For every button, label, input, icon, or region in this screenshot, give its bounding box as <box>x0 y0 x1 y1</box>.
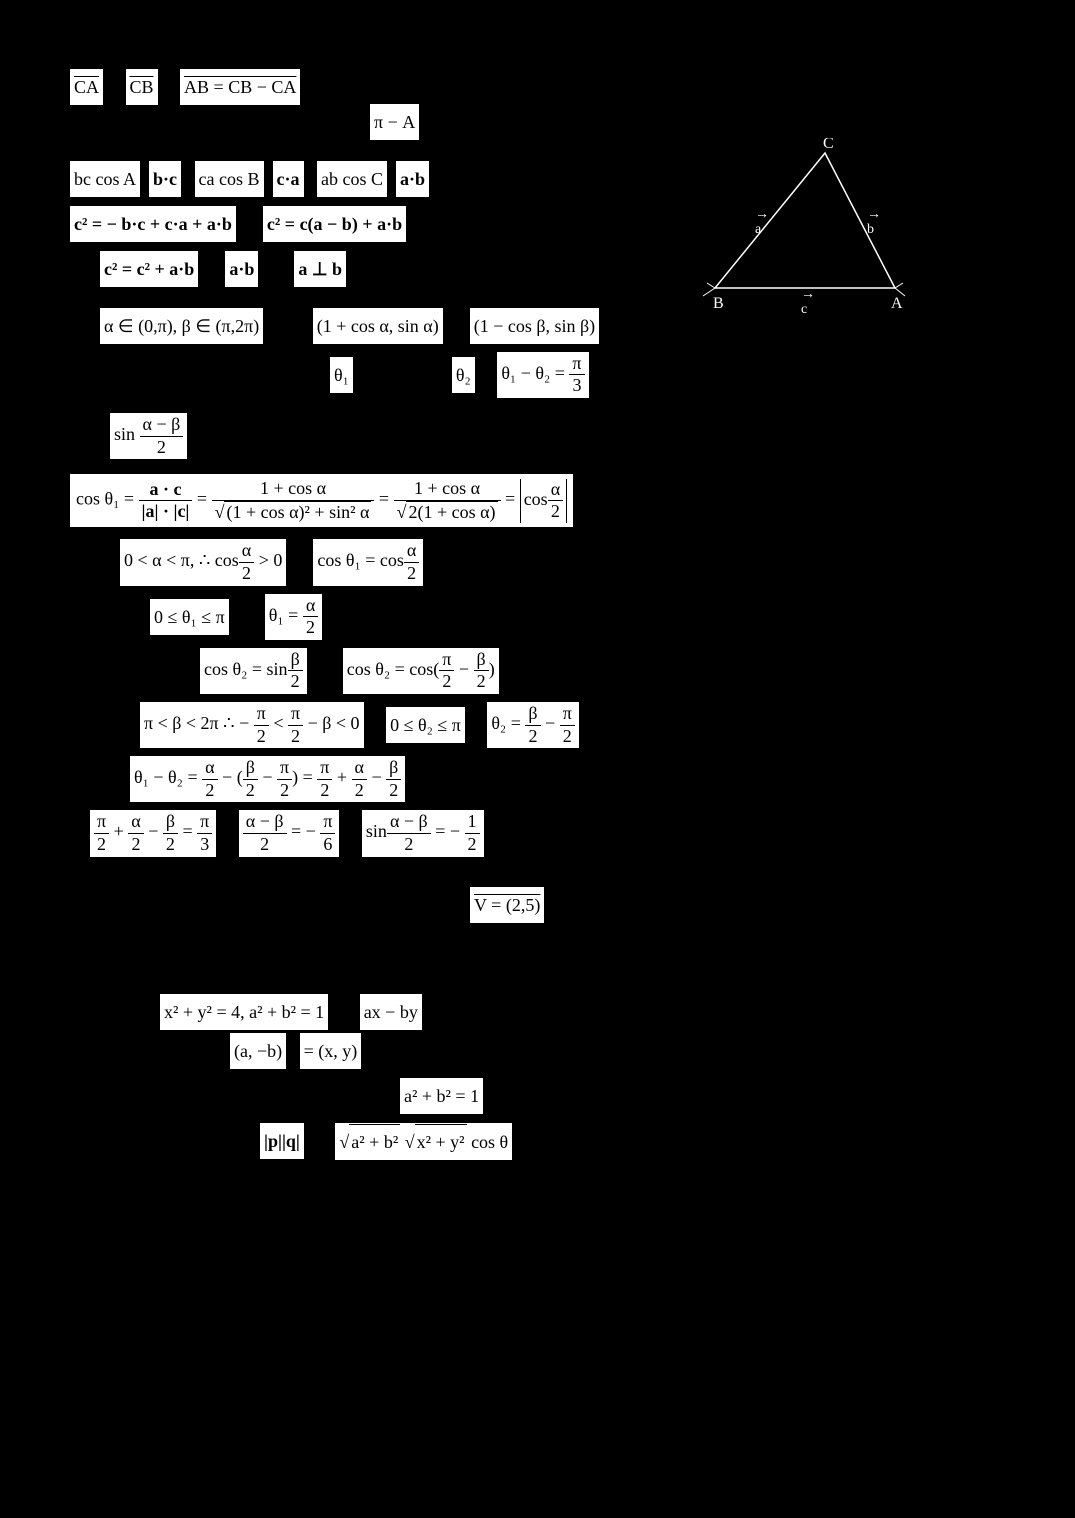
theta1-value: θ₁ = α2 <box>265 594 323 640</box>
row-7: sin α − β2 <box>110 413 1005 459</box>
svg-text:a: a <box>755 222 762 237</box>
row-1b: π − A <box>370 103 1005 140</box>
theta-diff: θ₁ − θ₂ = π3 <box>497 352 588 398</box>
svg-text:B: B <box>713 295 724 312</box>
norm-pq: |p||q| <box>260 1123 304 1159</box>
a2b2-1: a² + b² = 1 <box>400 1078 483 1114</box>
ab-point: (a, −b) <box>230 1033 286 1069</box>
row-14: π2 + α2 − β2 = π3 α − β2 = − π6 sinα − β… <box>90 810 1005 856</box>
c-dot-a: c·a <box>273 161 304 197</box>
svg-text:→: → <box>755 207 769 222</box>
row-big: cos θ₁ = a · c|a| · |c| = 1 + cos α√(1 +… <box>70 474 1005 527</box>
bccosA: bc cos A <box>70 161 140 197</box>
pi-minus-A: π − A <box>370 104 419 140</box>
row-18: a² + b² = 1 <box>400 1077 1005 1114</box>
svg-text:b: b <box>867 222 874 237</box>
ax-by: ax − by <box>360 994 422 1030</box>
row-9: 0 < α < π, ∴ cosα2 > 0 cos θ₁ = cosα2 <box>120 539 1005 585</box>
a-perp-b: a ⊥ b <box>294 251 346 287</box>
eq-xy: = (x, y) <box>300 1033 362 1069</box>
theta2-value: θ₂ = β2 − π2 <box>487 702 578 748</box>
theta1: θ₁ <box>330 357 353 393</box>
row-1: CA CB AB = CB − CA <box>70 68 1005 105</box>
c2-eq1: c² = − b·c + c·a + a·b <box>70 206 236 242</box>
row-13: θ₁ − θ₂ = α2 − (β2 − π2) = π2 + α2 − β2 <box>130 756 1005 802</box>
theta2: θ₂ <box>452 357 475 393</box>
b-dot-c: b·c <box>149 161 181 197</box>
row-12: π < β < 2π ∴ − π2 < π2 − β < 0 0 ≤ θ₂ ≤ … <box>140 702 1005 748</box>
row-11: cos θ₂ = sinβ2 cos θ₂ = cos(π2 − β2) <box>200 648 1005 694</box>
row-15: V = (2,5) <box>470 887 1005 924</box>
theta2-range: 0 ≤ θ₂ ≤ π <box>386 707 465 743</box>
svg-text:c: c <box>801 302 807 317</box>
vec-CB: CB <box>126 69 158 105</box>
theta1-range: 0 ≤ θ₁ ≤ π <box>150 599 229 635</box>
row-16: x² + y² = 4, a² + b² = 1 ax − by <box>160 993 1005 1030</box>
alphabeta-domain: α ∈ (0,π), β ∈ (π,2π) <box>100 308 263 344</box>
alpha-range: 0 < α < π, ∴ cosα2 > 0 <box>120 539 286 585</box>
cos-theta1-eq: cos θ₁ = cosα2 <box>313 539 423 585</box>
svg-text:→: → <box>801 287 815 302</box>
row-17: (a, −b) = (x, y) <box>230 1032 1005 1069</box>
vec-beta: (1 − cos β, sin β) <box>470 308 599 344</box>
beta-range: π < β < 2π ∴ − π2 < π2 − β < 0 <box>140 702 364 748</box>
vec-V: V = (2,5) <box>470 887 544 923</box>
vec-AB-eq: AB = CB − CA <box>180 69 300 105</box>
svg-text:C: C <box>823 138 834 152</box>
sin-half-diff: sin α − β2 <box>110 413 187 459</box>
svg-text:A: A <box>891 295 903 312</box>
row-6: θ₁ θ₂ θ₁ − θ₂ = π3 <box>330 352 1005 398</box>
circles-eq: x² + y² = 4, a² + b² = 1 <box>160 994 328 1030</box>
triangle-diagram: B A C → a → b → c <box>695 138 915 318</box>
vec-CA: CA <box>70 69 103 105</box>
row-19: |p||q| √a² + b² √x² + y² cos θ <box>260 1122 1005 1159</box>
vec-alpha: (1 + cos α, sin α) <box>313 308 443 344</box>
cos-theta2-sin: cos θ₂ = sinβ2 <box>200 648 307 694</box>
c2c2ab: c² = c² + a·b <box>100 251 198 287</box>
row-10: 0 ≤ θ₁ ≤ π θ₁ = α2 <box>150 594 1005 640</box>
sin-result: sinα − β2 = − 12 <box>362 810 484 856</box>
c2-eq2: c² = c(a − b) + a·b <box>263 206 406 242</box>
svg-text:→: → <box>867 207 881 222</box>
sqrt-product: √a² + b² √x² + y² cos θ <box>335 1123 512 1160</box>
cos-theta1-chain: cos θ₁ = a · c|a| · |c| = 1 + cos α√(1 +… <box>70 474 573 527</box>
sum-eq-pi3: π2 + α2 − β2 = π3 <box>90 810 216 856</box>
a-dot-b: a·b <box>396 161 429 197</box>
half-diff-eq: α − β2 = − π6 <box>239 810 340 856</box>
theta-diff-expand: θ₁ − θ₂ = α2 − (β2 − π2) = π2 + α2 − β2 <box>130 756 405 802</box>
abcosC: ab cos C <box>317 161 387 197</box>
ab-zero: a·b <box>225 251 258 287</box>
cacosB: ca cos B <box>195 161 264 197</box>
cos-theta2-cos: cos θ₂ = cos(π2 − β2) <box>343 648 499 694</box>
